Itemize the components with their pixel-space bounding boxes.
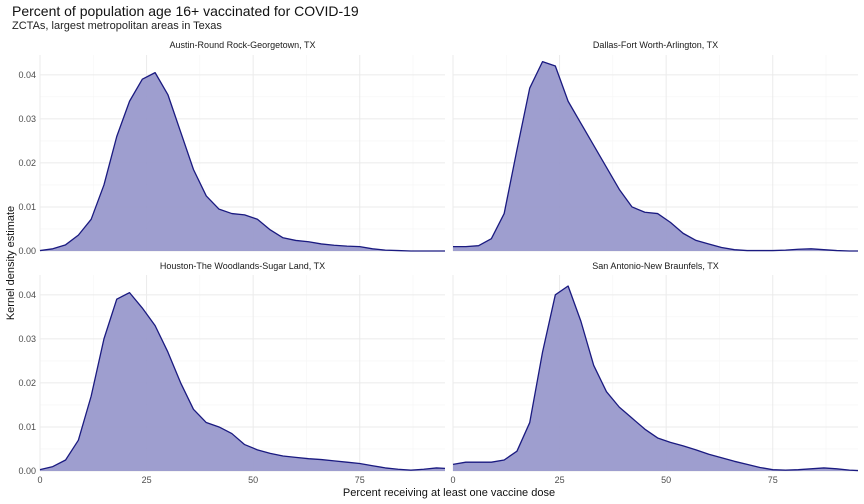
density-area: [453, 61, 858, 251]
panel-strip-label: San Antonio-New Braunfels, TX: [592, 261, 718, 271]
y-tick-label: 0.02: [18, 158, 36, 168]
panel-strip-label: Dallas-Fort Worth-Arlington, TX: [593, 40, 718, 50]
facet-panels: Austin-Round Rock-Georgetown, TX 0.00 0.01…: [18, 40, 859, 485]
x-axis-title: Percent receiving at least one vaccine d…: [343, 487, 555, 499]
panel-strip-label: Austin-Round Rock-Georgetown, TX: [170, 40, 316, 50]
y-tick-label: 0.04: [18, 70, 36, 80]
y-axis-title: Kernel density estimate: [5, 206, 17, 320]
y-tick-label: 0.00: [18, 466, 36, 476]
facet-panel: Dallas-Fort Worth-Arlington, TX: [452, 40, 858, 252]
y-tick-label: 0.01: [18, 422, 36, 432]
facet-panel: Houston-The Woodlands-Sugar Land, TX 0.00…: [18, 261, 446, 485]
x-tick-label: 50: [248, 475, 258, 485]
panel-strip-label: Houston-The Woodlands-Sugar Land, TX: [160, 261, 325, 271]
density-line: [39, 291, 446, 471]
chart-subtitle: ZCTAs, largest metropolitan areas in Tex…: [12, 20, 222, 32]
density-area: [453, 286, 858, 471]
y-tick-label: 0.03: [18, 114, 36, 124]
x-tick-label: 25: [555, 475, 565, 485]
facet-panel: Austin-Round Rock-Georgetown, TX 0.00 0.01…: [18, 40, 445, 256]
chart-title: Percent of population age 16+ vaccinated…: [12, 3, 359, 19]
facet-panel: San Antonio-New Braunfels, TX 0 25 50 75: [450, 261, 859, 485]
x-tick-label: 0: [450, 475, 455, 485]
density-area: [40, 292, 445, 471]
density-area: [40, 72, 445, 252]
y-tick-label: 0.04: [18, 290, 36, 300]
x-tick-label: 75: [768, 475, 778, 485]
x-tick-label: 50: [661, 475, 671, 485]
y-tick-label: 0.03: [18, 334, 36, 344]
y-tick-label: 0.02: [18, 378, 36, 388]
y-tick-label: 0.01: [18, 202, 36, 212]
x-tick-label: 25: [142, 475, 152, 485]
density-line: [452, 285, 859, 472]
x-tick-label: 0: [37, 475, 42, 485]
y-tick-label: 0.00: [18, 246, 36, 256]
density-line: [453, 60, 858, 252]
x-tick-label: 75: [355, 475, 365, 485]
density-line: [39, 71, 445, 252]
